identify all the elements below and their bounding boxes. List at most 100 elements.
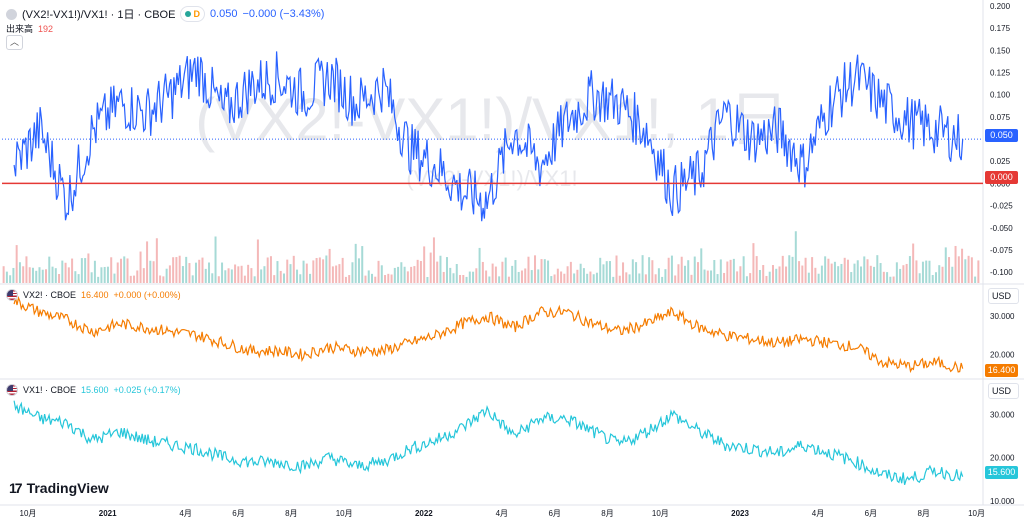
volume-bar [742,256,745,283]
volume-bar [15,245,18,283]
volume-bar [325,255,328,283]
volume-bar [934,272,937,283]
volume-bar [775,268,778,283]
legend-vx2-symbol[interactable]: VX2! · CBOE [23,290,77,300]
volume-bar [612,276,615,283]
volume-bar [494,266,497,283]
volume-bar [967,255,970,283]
volume-bar [123,256,126,283]
volume-bar [162,276,165,283]
volume-bar [537,269,540,283]
tradingview-logo[interactable]: 17 TradingView [9,480,109,496]
volume-bar [126,258,129,283]
volume-bar [90,272,93,283]
volume-bar [543,259,546,283]
volume-bar [908,256,911,283]
spread-y-tick-label: 0.200 [990,2,1011,11]
volume-bar [592,274,595,283]
volume-bar [690,274,693,283]
volume-bar [879,263,882,283]
volume-bar [706,270,709,283]
volume-bar [798,261,801,283]
data-status-badge[interactable]: D [180,6,205,22]
volume-bar [344,276,347,283]
volume-bar [296,269,299,283]
volume-bar [87,253,90,283]
volume-bar [648,257,651,283]
volume-bar [882,271,885,283]
volume-bar [902,265,905,283]
volume-bar [664,269,667,283]
volume-bar [406,271,409,283]
volume-bar [250,268,253,283]
volume-bar [488,276,491,283]
volume-bar [247,264,250,283]
volume-bar [71,258,74,283]
volume-bar [873,266,876,283]
volume-bar [918,273,921,283]
legend-spread-value: 0.050 [209,8,238,20]
volume-bar [48,256,51,283]
volume-bar [840,263,843,283]
volume-bar [152,261,155,283]
volume-bar [459,274,462,283]
volume-bar [820,265,823,283]
vx2-y-tick-label: 20.000 [990,351,1015,360]
volume-bar [445,257,448,283]
volume-bar [683,265,686,283]
spread-y-tick-label: -0.100 [990,268,1013,277]
volume-bar [866,259,869,283]
volume-bar [318,257,321,283]
legend-spread-symbol[interactable]: (VX2!-VX1!)/VX1! · 1日 · CBOE [22,9,176,21]
volume-bar [921,261,924,283]
volume-bar [573,273,576,283]
volume-bar [292,255,295,283]
volume-bar [974,276,977,283]
volume-bar [367,270,370,283]
volume-bar [726,261,729,283]
volume-bar [165,268,168,283]
currency-button-vx1[interactable]: USD [988,383,1019,399]
collapse-legend-button[interactable]: ︿ [6,35,23,50]
volume-bar [856,260,859,283]
volume-bar [64,262,67,283]
volume-bar [312,260,315,283]
volume-bar [925,260,928,283]
legend-vx1: VX1! · CBOE 15.600 +0.025 (+0.17%) [6,384,181,396]
volume-bar [260,269,263,283]
volume-bar [2,266,5,283]
volume-bar [198,259,201,283]
volume-bar [723,272,726,283]
volume-bar [97,276,100,283]
volume-bar [631,259,634,283]
tradingview-logo-icon: 17 [9,480,23,496]
volume-bar [25,256,28,283]
volume-bar [771,265,774,283]
spread-y-tick-label: -0.050 [990,224,1013,233]
volume-bar [299,274,302,283]
volume-bar [693,256,696,283]
volume-bar [892,276,895,283]
volume-bar [58,274,61,283]
volume-bar [517,271,520,283]
volume-bar [110,257,113,283]
volume-bar [680,256,683,283]
volume-bar [240,265,243,283]
volume-bar [912,243,915,283]
x-tick-label: 10月 [336,509,353,518]
volume-bar [371,273,374,283]
volume-bar [188,263,191,283]
volume-bar [941,266,944,283]
volume-bar [785,266,788,283]
volume-bar [266,257,269,283]
legend-vx1-symbol[interactable]: VX1! · CBOE [23,385,77,395]
volume-bar [589,271,592,283]
x-tick-label: 4月 [812,509,824,518]
volume-bar [119,258,122,283]
volume-label[interactable]: 出来高 [6,24,34,34]
volume-bar [628,274,631,283]
currency-button-vx2[interactable]: USD [988,288,1019,304]
volume-bar [895,262,898,283]
volume-bar [830,263,833,283]
